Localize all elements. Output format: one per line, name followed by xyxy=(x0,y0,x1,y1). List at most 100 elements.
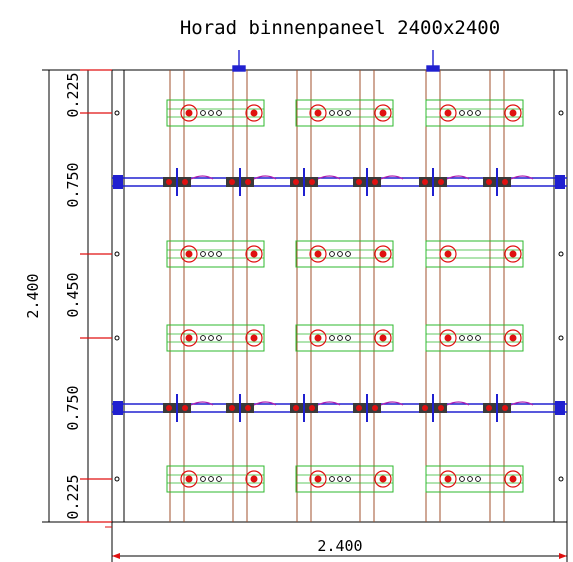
small-hole xyxy=(200,335,206,341)
bolt-ring xyxy=(439,329,457,347)
bolt-head xyxy=(509,250,517,258)
clamp xyxy=(290,168,341,196)
clamp-end xyxy=(555,401,565,415)
lifting-eyes xyxy=(232,50,440,72)
plate-outline xyxy=(166,465,265,493)
bolt-head xyxy=(250,250,258,258)
plate-outline xyxy=(295,240,394,268)
bolt-ring xyxy=(309,470,327,488)
bolt-ring xyxy=(180,245,198,263)
bolt-ring xyxy=(180,104,198,122)
small-hole xyxy=(200,476,206,482)
segment-label-5: 0.225 xyxy=(64,474,82,519)
small-hole xyxy=(208,110,214,116)
segment-label-1: 0.225 xyxy=(64,72,82,117)
bolt-head xyxy=(444,334,452,342)
bolt-ring xyxy=(374,329,392,347)
clamp-nut xyxy=(309,405,315,411)
clamp-link xyxy=(190,401,214,406)
bolt-head xyxy=(379,475,387,483)
plate-group xyxy=(166,240,265,268)
bolt-ring xyxy=(504,245,522,263)
side-hole xyxy=(558,110,564,116)
clamp xyxy=(353,394,404,422)
bolt-ring xyxy=(309,329,327,347)
bolt-head xyxy=(444,109,452,117)
clamp-nut xyxy=(309,179,315,185)
clamp-nut xyxy=(356,179,362,185)
vertical-columns xyxy=(169,70,505,522)
plate-group xyxy=(166,324,265,352)
bolt-ring xyxy=(439,470,457,488)
clamp xyxy=(226,168,277,196)
clamp-link xyxy=(190,175,214,180)
bolt-ring xyxy=(309,104,327,122)
bolt-head xyxy=(250,109,258,117)
bolt-head xyxy=(444,250,452,258)
clamp xyxy=(483,168,534,196)
small-hole xyxy=(475,110,481,116)
clamp-link xyxy=(380,401,404,406)
clamp-link xyxy=(253,175,277,180)
clamp xyxy=(163,168,214,196)
small-hole xyxy=(337,251,343,257)
clamp-nut xyxy=(166,405,172,411)
bolt-ring xyxy=(180,329,198,347)
clamp xyxy=(353,168,404,196)
small-hole xyxy=(475,476,481,482)
clamp-link xyxy=(446,175,470,180)
plate-group xyxy=(166,465,265,493)
bolt-head xyxy=(185,109,193,117)
small-hole xyxy=(467,476,473,482)
clamp-nut xyxy=(438,405,444,411)
bolt-head xyxy=(509,475,517,483)
clamp-nut xyxy=(229,405,235,411)
bolt-head xyxy=(314,109,322,117)
clamp-nut xyxy=(166,179,172,185)
clamp-nut xyxy=(502,405,508,411)
small-hole xyxy=(345,251,351,257)
clamp-nut xyxy=(293,179,299,185)
horizontal-dimension: 2.400 xyxy=(105,522,568,562)
bolt-ring xyxy=(374,470,392,488)
clamp-link xyxy=(510,401,534,406)
plate-outline xyxy=(425,465,524,493)
bolt-head xyxy=(379,250,387,258)
total-width-label: 2.400 xyxy=(317,537,362,555)
small-hole xyxy=(329,251,335,257)
small-hole xyxy=(329,335,335,341)
bolt-ring xyxy=(439,245,457,263)
clamp-nut xyxy=(372,405,378,411)
side-hole xyxy=(114,110,120,116)
clamp-nut xyxy=(245,179,251,185)
plate-group xyxy=(295,99,394,127)
plate-assemblies xyxy=(166,99,524,493)
clamp-row xyxy=(112,394,567,422)
side-hole xyxy=(114,251,120,257)
plate-group xyxy=(295,465,394,493)
bolt-head xyxy=(444,475,452,483)
bolt-ring xyxy=(374,104,392,122)
plate-outline xyxy=(295,324,394,352)
bolt-head xyxy=(314,475,322,483)
small-hole xyxy=(208,251,214,257)
clamp xyxy=(419,394,470,422)
plate-outline xyxy=(166,240,265,268)
clamp-nut xyxy=(502,179,508,185)
small-hole xyxy=(337,110,343,116)
small-hole xyxy=(345,335,351,341)
plate-outline xyxy=(166,324,265,352)
bolt-ring xyxy=(374,245,392,263)
segment-label-4: 0.750 xyxy=(64,385,82,430)
bolt-ring xyxy=(504,104,522,122)
clamp-nut xyxy=(372,179,378,185)
clamp-link xyxy=(380,175,404,180)
clamp xyxy=(290,394,341,422)
clamp-nut xyxy=(486,405,492,411)
clamp-nut xyxy=(182,179,188,185)
bolt-head xyxy=(509,334,517,342)
plate-outline xyxy=(425,240,524,268)
small-hole xyxy=(345,110,351,116)
clamp-nut xyxy=(422,179,428,185)
